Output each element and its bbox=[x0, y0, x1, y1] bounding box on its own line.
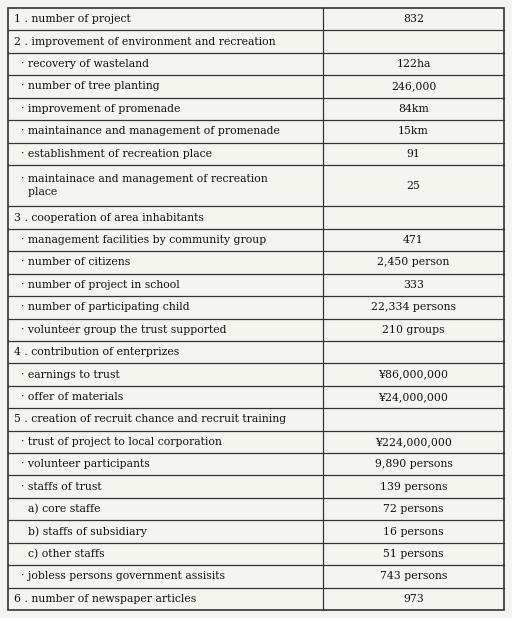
Text: 973: 973 bbox=[403, 594, 424, 604]
Text: · staffs of trust: · staffs of trust bbox=[14, 481, 101, 492]
Text: · number of participating child: · number of participating child bbox=[14, 302, 189, 312]
Text: 1 . number of project: 1 . number of project bbox=[14, 14, 131, 24]
Text: 2 . improvement of environment and recreation: 2 . improvement of environment and recre… bbox=[14, 36, 275, 46]
Text: b) staffs of subsidiary: b) staffs of subsidiary bbox=[14, 527, 147, 537]
Text: 22,334 persons: 22,334 persons bbox=[371, 302, 456, 312]
Text: ¥224,000,000: ¥224,000,000 bbox=[375, 437, 452, 447]
Text: · management facilities by community group: · management facilities by community gro… bbox=[14, 235, 266, 245]
Text: · recovery of wasteland: · recovery of wasteland bbox=[14, 59, 149, 69]
Text: 246,000: 246,000 bbox=[391, 82, 436, 91]
Text: · earnings to trust: · earnings to trust bbox=[14, 370, 120, 379]
Text: 84km: 84km bbox=[398, 104, 429, 114]
Text: 832: 832 bbox=[403, 14, 424, 24]
Text: · establishment of recreation place: · establishment of recreation place bbox=[14, 149, 212, 159]
Text: 51 persons: 51 persons bbox=[383, 549, 444, 559]
Text: · offer of materials: · offer of materials bbox=[14, 392, 123, 402]
Text: · maintainance and management of promenade: · maintainance and management of promena… bbox=[14, 126, 280, 137]
Text: · number of tree planting: · number of tree planting bbox=[14, 82, 160, 91]
Text: 72 persons: 72 persons bbox=[383, 504, 444, 514]
Text: 471: 471 bbox=[403, 235, 424, 245]
Text: 2,450 person: 2,450 person bbox=[377, 258, 450, 268]
Text: ¥24,000,000: ¥24,000,000 bbox=[378, 392, 449, 402]
Text: · number of project in school: · number of project in school bbox=[14, 280, 180, 290]
Text: · improvement of promenade: · improvement of promenade bbox=[14, 104, 180, 114]
Text: · volunteer group the trust supported: · volunteer group the trust supported bbox=[14, 324, 226, 335]
Text: c) other staffs: c) other staffs bbox=[14, 549, 104, 559]
Text: ¥86,000,000: ¥86,000,000 bbox=[378, 370, 449, 379]
Text: 15km: 15km bbox=[398, 126, 429, 137]
Text: 3 . cooperation of area inhabitants: 3 . cooperation of area inhabitants bbox=[14, 213, 204, 222]
Text: 91: 91 bbox=[407, 149, 420, 159]
Text: 25: 25 bbox=[407, 180, 420, 191]
Text: 16 persons: 16 persons bbox=[383, 527, 444, 536]
Text: · trust of project to local corporation: · trust of project to local corporation bbox=[14, 437, 222, 447]
Text: 9,890 persons: 9,890 persons bbox=[375, 459, 453, 469]
Text: 6 . number of newspaper articles: 6 . number of newspaper articles bbox=[14, 594, 196, 604]
Text: 139 persons: 139 persons bbox=[380, 481, 447, 492]
Text: · number of citizens: · number of citizens bbox=[14, 258, 130, 268]
Text: 743 persons: 743 persons bbox=[380, 572, 447, 582]
Text: 333: 333 bbox=[403, 280, 424, 290]
Text: 5 . creation of recruit chance and recruit training: 5 . creation of recruit chance and recru… bbox=[14, 415, 286, 425]
Text: a) core staffe: a) core staffe bbox=[14, 504, 100, 514]
Text: · jobless persons government assisits: · jobless persons government assisits bbox=[14, 572, 225, 582]
Text: · maintainace and management of recreation
    place: · maintainace and management of recreati… bbox=[14, 174, 268, 197]
Text: 122ha: 122ha bbox=[396, 59, 431, 69]
Text: · volunteer participants: · volunteer participants bbox=[14, 459, 150, 469]
Text: 4 . contribution of enterprizes: 4 . contribution of enterprizes bbox=[14, 347, 179, 357]
Text: 210 groups: 210 groups bbox=[382, 324, 445, 335]
